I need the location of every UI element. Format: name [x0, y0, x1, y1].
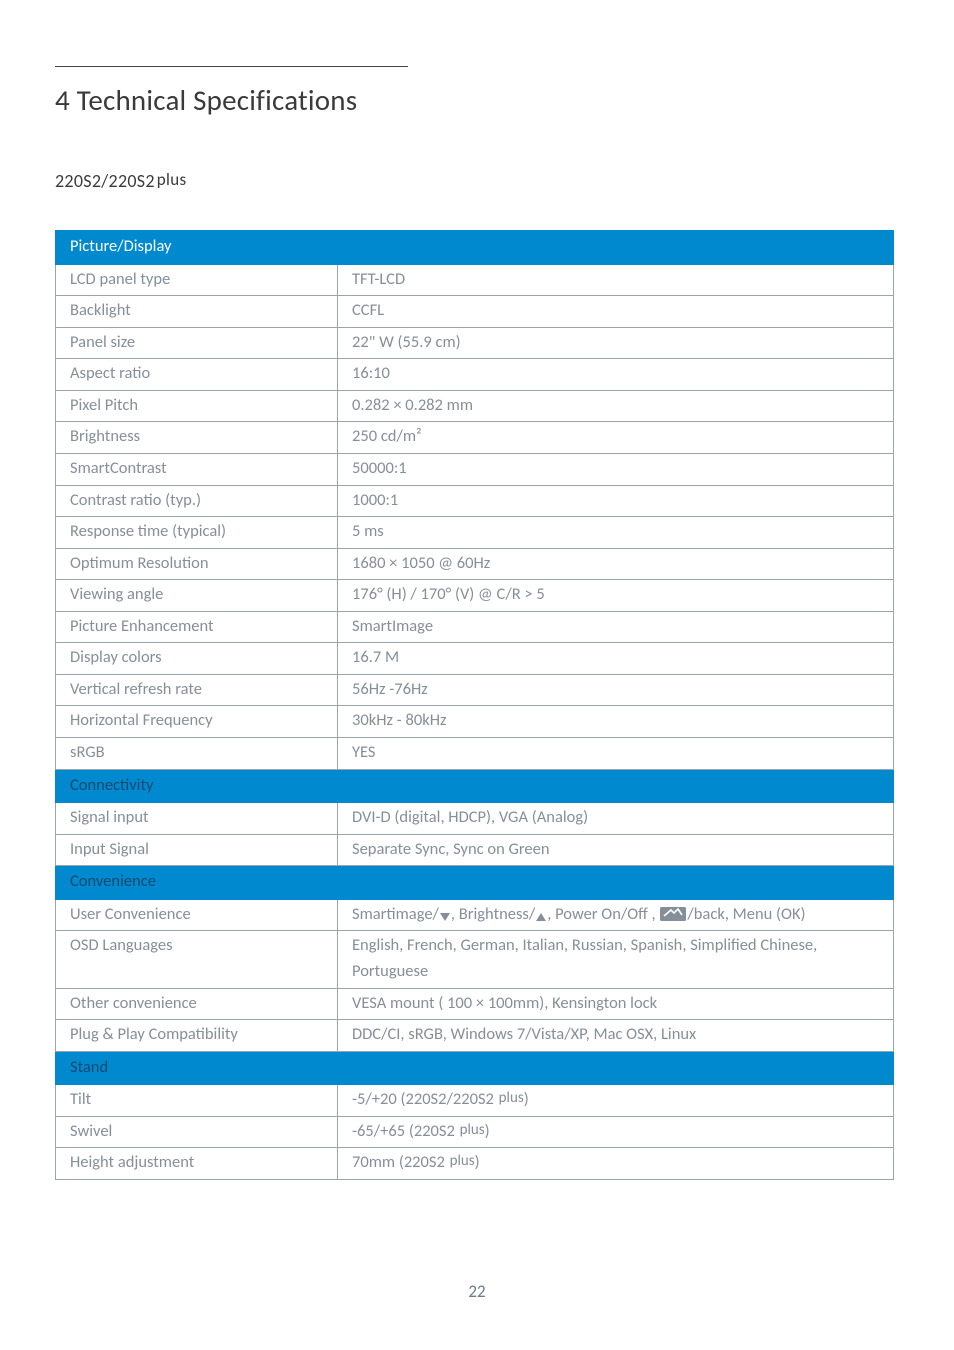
spec-value: 1680 × 1050 @ 60Hz: [338, 548, 894, 580]
spec-value: TFT-LCD: [338, 264, 894, 296]
spec-value: -5/+20 (220S2/220S2 plus): [338, 1085, 894, 1117]
table-row: Input SignalSeparate Sync, Sync on Green: [56, 834, 894, 866]
table-row: Plug & Play CompatibilityDDC/CI, sRGB, W…: [56, 1020, 894, 1052]
top-rule: [55, 66, 408, 67]
triangle-down-icon: [440, 913, 450, 921]
spec-key: Signal input: [56, 803, 338, 835]
spec-key: Viewing angle: [56, 580, 338, 612]
spec-value: DDC/CI, sRGB, Windows 7/Vista/XP, Mac OS…: [338, 1020, 894, 1052]
table-row: User ConvenienceSmartimage/, Brightness/…: [56, 899, 894, 931]
spec-key: Plug & Play Compatibility: [56, 1020, 338, 1052]
table-row: Tilt-5/+20 (220S2/220S2 plus): [56, 1085, 894, 1117]
spec-key: Response time (typical): [56, 517, 338, 549]
spec-value: YES: [338, 738, 894, 770]
spec-table: Picture/DisplayLCD panel typeTFT-LCDBack…: [55, 230, 894, 1180]
spec-value: 56Hz -76Hz: [338, 674, 894, 706]
section-title: Stand: [56, 1051, 894, 1085]
table-row: Swivel-65/+65 (220S2 plus): [56, 1116, 894, 1148]
spec-value: 30kHz - 80kHz: [338, 706, 894, 738]
page-number: 22: [0, 1281, 954, 1302]
section-header: Picture/Display: [56, 231, 894, 265]
spec-value: CCFL: [338, 296, 894, 328]
spec-key: Optimum Resolution: [56, 548, 338, 580]
table-row: Picture EnhancementSmartImage: [56, 611, 894, 643]
table-row: Pixel Pitch0.282 × 0.282 mm: [56, 390, 894, 422]
table-row: Response time (typical)5 ms: [56, 517, 894, 549]
spec-key: Horizontal Frequency: [56, 706, 338, 738]
model-plus: plus: [157, 169, 187, 190]
plus-text: plus: [450, 1152, 475, 1170]
spec-value: -65/+65 (220S2 plus): [338, 1116, 894, 1148]
triangle-up-icon: [536, 913, 546, 921]
spec-key: User Convenience: [56, 899, 338, 931]
spec-value: 16:10: [338, 359, 894, 391]
spec-key: Vertical refresh rate: [56, 674, 338, 706]
spec-key: Aspect ratio: [56, 359, 338, 391]
section-title: Convenience: [56, 866, 894, 900]
spec-value: SmartImage: [338, 611, 894, 643]
section-title: Connectivity: [56, 769, 894, 803]
spec-value: 0.282 × 0.282 mm: [338, 390, 894, 422]
spec-value: Smartimage/, Brightness/, Power On/Off ,…: [338, 899, 894, 931]
spec-key: Tilt: [56, 1085, 338, 1117]
spec-key: LCD panel type: [56, 264, 338, 296]
spec-key: SmartContrast: [56, 453, 338, 485]
spec-value: 1000:1: [338, 485, 894, 517]
spec-key: Picture Enhancement: [56, 611, 338, 643]
model-subheading: 220S2/220S2plus: [55, 170, 894, 192]
table-row: Brightness250 cd/m²: [56, 422, 894, 454]
spec-key: Contrast ratio (typ.): [56, 485, 338, 517]
table-row: Height adjustment70mm (220S2 plus): [56, 1148, 894, 1180]
table-row: Aspect ratio16:10: [56, 359, 894, 391]
plus-text: plus: [499, 1089, 524, 1107]
spec-key: Swivel: [56, 1116, 338, 1148]
table-row: Other convenienceVESA mount ( 100 × 100m…: [56, 988, 894, 1020]
table-row: Display colors16.7 M: [56, 643, 894, 675]
table-row: Panel size22" W (55.9 cm): [56, 327, 894, 359]
table-row: Vertical refresh rate56Hz -76Hz: [56, 674, 894, 706]
table-row: BacklightCCFL: [56, 296, 894, 328]
spec-value: 70mm (220S2 plus): [338, 1148, 894, 1180]
table-row: OSD LanguagesEnglish, French, German, It…: [56, 931, 894, 988]
spec-key: Backlight: [56, 296, 338, 328]
section-header: Connectivity: [56, 769, 894, 803]
page-heading: 4 Technical Specifications: [55, 82, 894, 118]
spec-key: Input Signal: [56, 834, 338, 866]
back-icon: [660, 907, 686, 921]
spec-key: Other convenience: [56, 988, 338, 1020]
table-row: LCD panel typeTFT-LCD: [56, 264, 894, 296]
table-row: Optimum Resolution1680 × 1050 @ 60Hz: [56, 548, 894, 580]
model-text: 220S2/220S2: [55, 170, 155, 192]
section-title: Picture/Display: [56, 231, 894, 265]
spec-key: Panel size: [56, 327, 338, 359]
section-header: Convenience: [56, 866, 894, 900]
spec-key: Brightness: [56, 422, 338, 454]
table-row: Horizontal Frequency30kHz - 80kHz: [56, 706, 894, 738]
spec-key: Display colors: [56, 643, 338, 675]
spec-value: 5 ms: [338, 517, 894, 549]
spec-value: 176° (H) / 170° (V) @ C/R > 5: [338, 580, 894, 612]
spec-key: sRGB: [56, 738, 338, 770]
spec-key: Height adjustment: [56, 1148, 338, 1180]
table-row: sRGBYES: [56, 738, 894, 770]
spec-value: 22" W (55.9 cm): [338, 327, 894, 359]
section-header: Stand: [56, 1051, 894, 1085]
spec-key: OSD Languages: [56, 931, 338, 988]
spec-value: VESA mount ( 100 × 100mm), Kensington lo…: [338, 988, 894, 1020]
spec-value: 50000:1: [338, 453, 894, 485]
spec-value: DVI-D (digital, HDCP), VGA (Analog): [338, 803, 894, 835]
table-row: SmartContrast50000:1: [56, 453, 894, 485]
spec-value: English, French, German, Italian, Russia…: [338, 931, 894, 988]
spec-value: Separate Sync, Sync on Green: [338, 834, 894, 866]
spec-value: 16.7 M: [338, 643, 894, 675]
spec-value: 250 cd/m²: [338, 422, 894, 454]
table-row: Signal inputDVI-D (digital, HDCP), VGA (…: [56, 803, 894, 835]
plus-text: plus: [460, 1121, 485, 1139]
table-row: Viewing angle176° (H) / 170° (V) @ C/R >…: [56, 580, 894, 612]
table-row: Contrast ratio (typ.)1000:1: [56, 485, 894, 517]
spec-key: Pixel Pitch: [56, 390, 338, 422]
